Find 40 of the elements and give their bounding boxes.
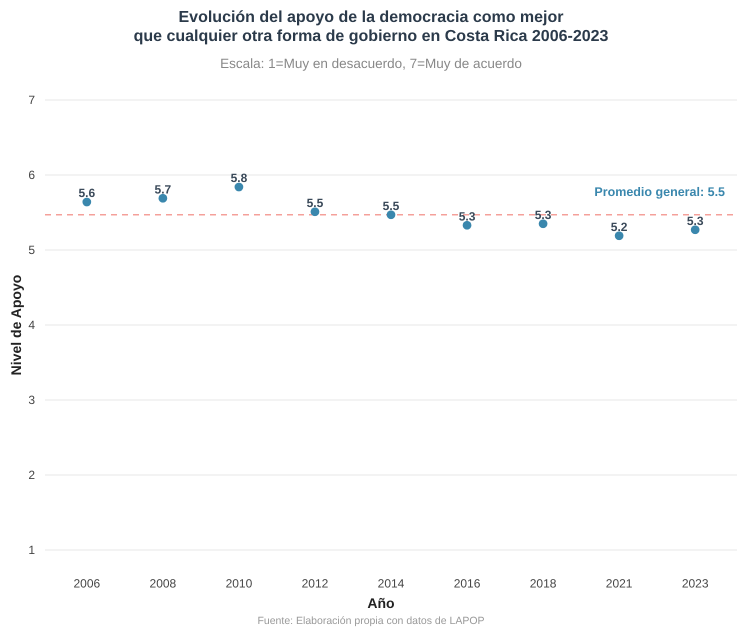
data-label: 5.3 [534, 208, 552, 222]
data-label: 5.3 [686, 214, 704, 228]
y-tick-label: 1 [28, 542, 36, 557]
data-label: 5.7 [154, 182, 172, 196]
x-tick-label: 2014 [378, 576, 405, 591]
y-tick-label: 6 [28, 168, 36, 182]
point [310, 207, 320, 216]
data-label: 5.6 [78, 186, 96, 200]
chart-title: Evolución del apoyo de la democracia como mejor que cualquier otra forma de gobierno en Costa Rica 2006-2023 [134, 9, 609, 45]
x-tick-label: 2018 [530, 576, 557, 591]
data-label: 5.5 [382, 198, 400, 213]
x-axis-title: Año [367, 595, 395, 611]
point [82, 198, 92, 206]
y-axis-title: Nivel de Apoyo [8, 274, 24, 376]
point [690, 225, 700, 234]
y-tick-label: 7 [28, 92, 36, 107]
point [538, 219, 548, 228]
chart-subtitle: Escala: 1=Muy en desacuerdo, 7=Muy de acuerdo [220, 56, 522, 71]
data-label: 5.5 [306, 196, 324, 210]
data-label: 5.8 [230, 171, 248, 185]
x-tick-label: 2021 [606, 576, 633, 591]
x-tick-label: 2016 [454, 576, 481, 591]
source-note: Fuente: Elaboración propia con datos de LAPOP [257, 615, 485, 627]
point [462, 220, 472, 230]
y-tick-label: 4 [28, 318, 36, 332]
data-label: 5.2 [610, 220, 628, 234]
x-tick-label: 2006 [73, 576, 100, 591]
x-tick-label: 2010 [226, 576, 253, 591]
data-label: 5.3 [458, 209, 476, 224]
point [234, 182, 244, 192]
point [614, 231, 624, 240]
x-tick-label: 2012 [302, 576, 329, 591]
y-tick-label: 5 [28, 242, 36, 257]
ref-line-label: Promedio general: 5.5 [594, 184, 726, 199]
x-tick-label: 2023 [682, 576, 709, 591]
point [386, 210, 396, 220]
y-tick-label: 3 [28, 392, 36, 407]
point [158, 194, 168, 203]
y-tick-label: 2 [28, 468, 36, 482]
x-tick-label: 2008 [150, 576, 177, 591]
